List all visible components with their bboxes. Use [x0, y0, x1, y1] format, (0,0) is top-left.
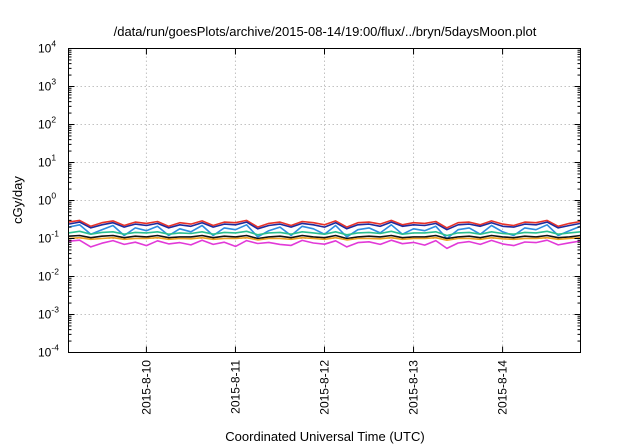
- x-axis: 2015-8-10 2015-8-11 2015-8-12 2015-8-13 2015…: [139, 48, 510, 415]
- y-tick-label: 101: [38, 153, 56, 170]
- y-tick-label: 10-3: [38, 305, 59, 322]
- x-tick-label: 2015-8-11: [228, 360, 242, 414]
- x-tick-label: 2015-8-12: [318, 360, 332, 415]
- y-tick-label: 10-1: [38, 229, 59, 246]
- y-tick-exponent: -2: [51, 267, 59, 277]
- series-line-4: [68, 230, 581, 237]
- y-tick-exponent: -3: [51, 305, 59, 315]
- x-axis-label: Coordinated Universal Time (UTC): [225, 429, 424, 444]
- series-group: [68, 219, 581, 250]
- y-tick-label: 102: [38, 115, 56, 132]
- y-axis-label: cGy/day: [10, 176, 25, 224]
- gridlines: [68, 48, 581, 353]
- series-line-6: [68, 236, 581, 241]
- series-line-5: [68, 234, 581, 240]
- series-line-1: [68, 219, 581, 229]
- y-tick-label: 100: [38, 191, 56, 208]
- series-line-2: [68, 221, 581, 231]
- x-tick-label: 2015-8-14: [496, 360, 510, 415]
- y-tick-exponent: 2: [51, 115, 56, 125]
- y-tick-label: 10-2: [38, 267, 59, 284]
- y-tick-exponent: 1: [51, 153, 56, 163]
- y-tick-exponent: 0: [51, 191, 56, 201]
- x-tick-label: 2015-8-13: [407, 360, 421, 415]
- x-tick-label: 2015-8-10: [139, 360, 153, 415]
- y-tick-label: 103: [38, 77, 56, 94]
- y-tick-exponent: 4: [51, 39, 56, 49]
- series-line-7: [68, 239, 581, 250]
- y-tick-exponent: -1: [51, 229, 59, 239]
- y-tick-label: 10-4: [38, 343, 59, 360]
- y-tick-exponent: -4: [51, 343, 59, 353]
- y-tick-label: 104: [38, 39, 56, 56]
- chart-title: /data/run/goesPlots/archive/2015-08-14/1…: [114, 24, 537, 39]
- y-tick-exponent: 3: [51, 77, 56, 87]
